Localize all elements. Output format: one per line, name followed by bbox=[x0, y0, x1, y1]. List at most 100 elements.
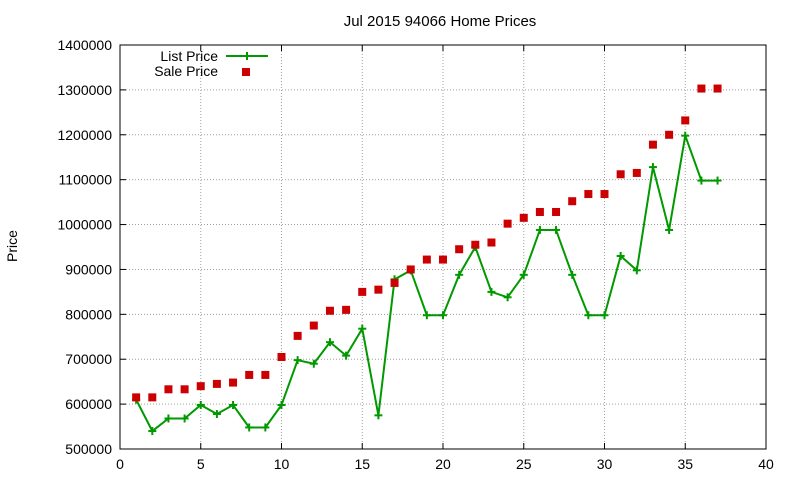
sale-price-point bbox=[342, 305, 351, 314]
list-price-point bbox=[697, 176, 706, 185]
legend-sample-list-price bbox=[226, 52, 268, 60]
sale-price-point bbox=[600, 190, 609, 199]
sale-price-point bbox=[632, 168, 641, 177]
sale-price-point bbox=[519, 213, 528, 222]
y-tick-label: 1300000 bbox=[57, 82, 112, 98]
x-tick-label: 35 bbox=[677, 456, 693, 472]
sale-price-point bbox=[697, 84, 706, 93]
grid-lines bbox=[120, 45, 766, 449]
list-price-point bbox=[196, 401, 205, 410]
sale-price-point bbox=[229, 378, 238, 387]
sale-price-point bbox=[535, 207, 544, 216]
list-price-point bbox=[293, 356, 302, 365]
sale-price-point bbox=[374, 285, 383, 294]
list-price-point bbox=[535, 225, 544, 234]
y-tick-label: 500000 bbox=[65, 441, 112, 457]
sale-price-point bbox=[277, 352, 286, 361]
sale-price-point bbox=[196, 382, 205, 391]
sale-price-point bbox=[164, 385, 173, 394]
series-sale-price bbox=[132, 84, 722, 402]
sale-price-point bbox=[422, 255, 431, 264]
list-price-point bbox=[552, 225, 561, 234]
legend: List Price Sale Price bbox=[154, 48, 268, 79]
y-tick-label: 1400000 bbox=[57, 37, 112, 53]
y-tick-label: 900000 bbox=[65, 261, 112, 277]
list-price-point bbox=[164, 414, 173, 423]
legend-marker-sale-price bbox=[242, 68, 250, 76]
legend-marker-list-price bbox=[243, 52, 251, 60]
list-price-point bbox=[584, 311, 593, 320]
sale-price-point bbox=[325, 306, 334, 315]
list-price-point bbox=[309, 359, 318, 368]
legend-label-list-price: List Price bbox=[160, 48, 218, 64]
list-price-point bbox=[648, 163, 657, 172]
chart-title: Jul 2015 94066 Home Prices bbox=[344, 13, 537, 30]
sale-price-point bbox=[132, 393, 141, 402]
list-price-point bbox=[180, 414, 189, 423]
list-price-point bbox=[600, 311, 609, 320]
list-price-point bbox=[148, 427, 157, 436]
y-tick-label: 1100000 bbox=[59, 172, 113, 188]
sale-price-point bbox=[552, 207, 561, 216]
plot-frame bbox=[119, 44, 767, 450]
y-tick-label: 600000 bbox=[65, 396, 112, 412]
sale-price-point bbox=[584, 190, 593, 199]
tick-labels: 0 5 10 15 20 25 30 35 40 500000 600000 700000 800000… bbox=[57, 37, 774, 472]
list-price-point bbox=[568, 270, 577, 279]
sale-price-point bbox=[180, 385, 189, 394]
legend-label-sale-price: Sale Price bbox=[154, 63, 218, 79]
sale-price-point bbox=[648, 140, 657, 149]
list-price-point bbox=[487, 287, 496, 296]
sale-price-point bbox=[681, 116, 690, 125]
list-price-point bbox=[229, 401, 238, 410]
list-price-point bbox=[503, 293, 512, 302]
list-price-point bbox=[374, 411, 383, 420]
x-tick-label: 20 bbox=[435, 456, 451, 472]
sale-price-point bbox=[665, 130, 674, 139]
list-price-point bbox=[358, 324, 367, 333]
sale-price-point bbox=[568, 197, 577, 206]
list-price-point bbox=[261, 423, 270, 432]
list-price-point bbox=[632, 266, 641, 275]
sale-price-point bbox=[713, 84, 722, 93]
list-price-point bbox=[325, 338, 334, 347]
list-price-point bbox=[665, 225, 674, 234]
list-price-point bbox=[616, 251, 625, 260]
sale-price-point bbox=[439, 255, 447, 264]
list-price-point bbox=[439, 311, 447, 320]
series-list-price bbox=[132, 131, 722, 436]
sale-price-point bbox=[261, 370, 270, 379]
sale-price-point bbox=[406, 265, 415, 274]
list-price-point bbox=[713, 176, 722, 185]
sale-price-point bbox=[148, 393, 157, 402]
x-tick-label: 40 bbox=[758, 456, 774, 472]
x-tick-label: 5 bbox=[197, 456, 205, 472]
sale-price-point bbox=[245, 370, 254, 379]
y-tick-label: 800000 bbox=[65, 306, 112, 322]
y-axis-label: Price bbox=[4, 230, 20, 262]
list-price-point bbox=[455, 270, 464, 279]
list-price-point bbox=[245, 423, 254, 432]
x-tick-label: 15 bbox=[354, 456, 370, 472]
x-tick-label: 25 bbox=[516, 456, 532, 472]
sale-price-point bbox=[293, 331, 302, 340]
sale-price-point bbox=[390, 278, 399, 287]
sale-price-point bbox=[616, 170, 625, 179]
sale-price-point bbox=[503, 219, 512, 228]
x-tick-label: 30 bbox=[597, 456, 613, 472]
sale-price-point bbox=[212, 379, 221, 388]
sale-price-point bbox=[471, 240, 480, 249]
sale-price-point bbox=[455, 245, 464, 254]
sale-price-point bbox=[358, 287, 367, 296]
y-tick-label: 1000000 bbox=[57, 217, 112, 233]
x-tick-label: 0 bbox=[116, 456, 124, 472]
legend-sample-sale-price bbox=[242, 68, 250, 76]
x-tick-label: 10 bbox=[274, 456, 290, 472]
sale-price-point bbox=[309, 321, 318, 330]
sale-price-point bbox=[487, 238, 496, 247]
list-price-point bbox=[277, 401, 286, 410]
list-price-point bbox=[422, 311, 431, 320]
list-price-point bbox=[212, 409, 221, 418]
list-price-point bbox=[681, 131, 690, 140]
